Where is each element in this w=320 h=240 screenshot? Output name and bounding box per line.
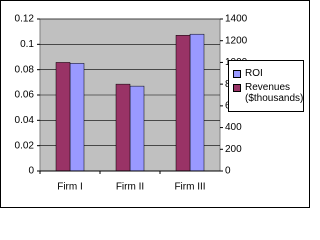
- y2-tick-label: 1400: [225, 14, 248, 25]
- x-tick-label: Firm II: [116, 182, 144, 193]
- bar: [55, 62, 71, 172]
- bar: [115, 83, 131, 172]
- legend-swatch: [233, 84, 241, 92]
- legend-label: ROI: [245, 68, 263, 79]
- legend: ROI Revenues ($thousands): [228, 60, 304, 112]
- y-tick-label: 0: [28, 166, 34, 177]
- legend-swatch: [233, 70, 241, 78]
- y-tick-label: 0.04: [15, 115, 35, 126]
- y-tick-label: 0.1: [20, 39, 34, 50]
- chart-window: 00.020.040.060.080.10.120200400600800100…: [0, 0, 310, 208]
- legend-label: Revenues ($thousands): [245, 82, 304, 104]
- y-tick-label: 0.08: [15, 64, 35, 75]
- legend-item: ROI: [231, 68, 301, 79]
- x-tick-label: Firm I: [57, 182, 83, 193]
- y2-tick-label: 1200: [225, 35, 248, 46]
- bar: [69, 63, 85, 172]
- x-tick-label: Firm III: [174, 182, 205, 193]
- y-tick-label: 0.02: [15, 140, 35, 151]
- bar: [129, 85, 145, 172]
- bar: [189, 33, 205, 172]
- y2-tick-label: 200: [225, 144, 242, 155]
- y-tick-label: 0.06: [15, 90, 35, 101]
- bar: [175, 35, 191, 172]
- legend-item: Revenues ($thousands): [231, 82, 304, 104]
- y2-tick-label: 0: [225, 166, 231, 177]
- y2-tick-label: 400: [225, 122, 242, 133]
- y-tick-label: 0.12: [15, 14, 35, 25]
